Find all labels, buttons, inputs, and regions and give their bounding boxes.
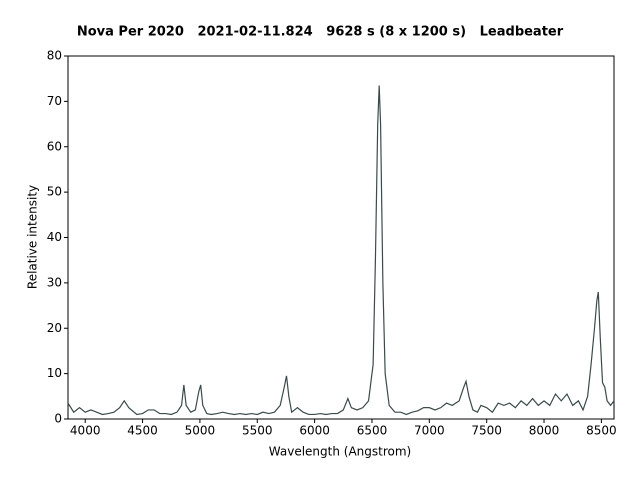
y-tick-label: 10 xyxy=(47,366,62,380)
spectrum-line xyxy=(67,85,615,416)
x-tick-label: 4500 xyxy=(127,424,158,438)
y-tick-label: 40 xyxy=(47,230,62,244)
x-axis-label: Wavelength (Angstrom) xyxy=(269,445,411,459)
y-tick-label: 60 xyxy=(47,139,62,153)
x-tick-label: 4000 xyxy=(70,424,101,438)
x-tick-label: 8500 xyxy=(586,424,617,438)
x-tick-label: 7000 xyxy=(414,424,445,438)
x-tick-label: 7500 xyxy=(471,424,502,438)
x-tick-label: 5500 xyxy=(242,424,273,438)
y-tick-label: 50 xyxy=(47,185,62,199)
x-tick-label: 5000 xyxy=(185,424,216,438)
y-tick-label: 20 xyxy=(47,321,62,335)
y-tick-label: 80 xyxy=(47,49,62,63)
y-axis-label: Relative intensity xyxy=(26,185,40,289)
x-tick-label: 6000 xyxy=(299,424,330,438)
y-tick-label: 0 xyxy=(54,412,62,426)
x-tick-label: 6500 xyxy=(357,424,388,438)
y-tick-label: 70 xyxy=(47,94,62,108)
y-tick-label: 30 xyxy=(47,275,62,289)
chart-title: Nova Per 2020 2021-02-11.824 9628 s (8 x… xyxy=(77,25,564,40)
plot-frame xyxy=(67,55,615,420)
x-tick-label: 8000 xyxy=(529,424,560,438)
